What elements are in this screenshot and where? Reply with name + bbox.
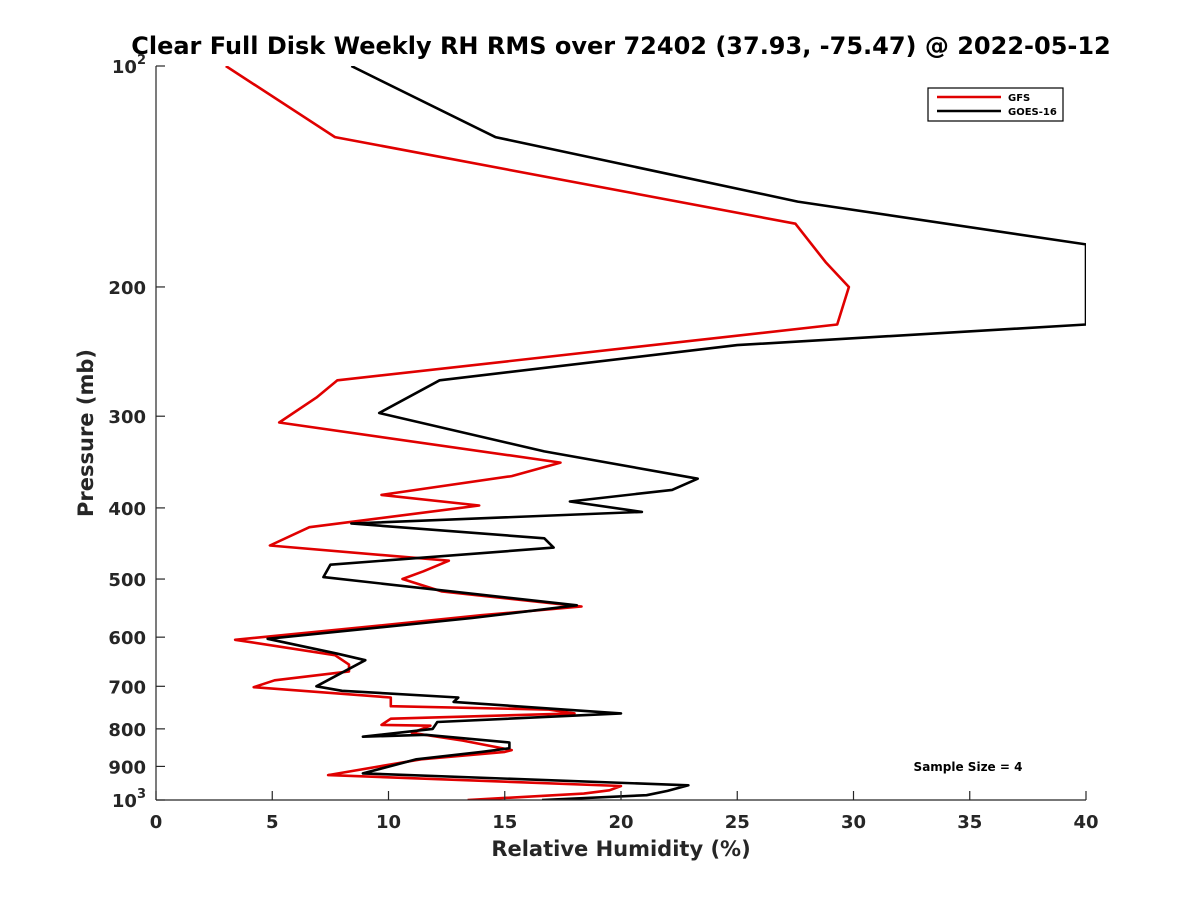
y-tick-label: 400	[108, 499, 146, 520]
legend-label: GOES-16	[1008, 107, 1057, 118]
legend: GFS GOES-16	[927, 87, 1064, 122]
x-tick-label: 0	[150, 812, 163, 833]
x-tick-label: 20	[608, 812, 633, 833]
y-tick-label: 700	[108, 677, 146, 698]
y-axis-label: Pressure (mb)	[74, 349, 98, 517]
x-tick-label: 15	[492, 812, 517, 833]
y-tick-label: 300	[108, 407, 146, 428]
x-tick-label: 35	[957, 812, 982, 833]
y-tick-label: 103	[112, 787, 146, 812]
y-tick-label: 800	[108, 720, 146, 741]
x-tick-label: 25	[725, 812, 750, 833]
x-axis-label: Relative Humidity (%)	[491, 837, 750, 861]
x-tick-label: 10	[376, 812, 401, 833]
series-layer	[225, 66, 1086, 800]
chart-title: Clear Full Disk Weekly RH RMS over 72402…	[131, 32, 1111, 60]
axes-layer: 0 5 10 15 20 25 30 35 40 102 200 300 400 500 600 700 800…	[108, 53, 1098, 833]
y-tick-label: 900	[108, 757, 146, 778]
legend-box	[927, 87, 1064, 122]
x-tick-label: 5	[266, 812, 279, 833]
legend-label: GFS	[1008, 93, 1030, 104]
series-line-gfs	[225, 66, 851, 800]
y-tick-label: 500	[108, 570, 146, 591]
x-tick-label: 40	[1073, 812, 1098, 833]
sample-size-annotation: Sample Size = 4	[914, 760, 1023, 774]
y-tick-label: 200	[108, 278, 146, 299]
y-tick-label: 102	[112, 53, 146, 78]
series-line-goes-16	[266, 66, 1086, 800]
x-tick-label: 30	[841, 812, 866, 833]
y-tick-label: 600	[108, 628, 146, 649]
